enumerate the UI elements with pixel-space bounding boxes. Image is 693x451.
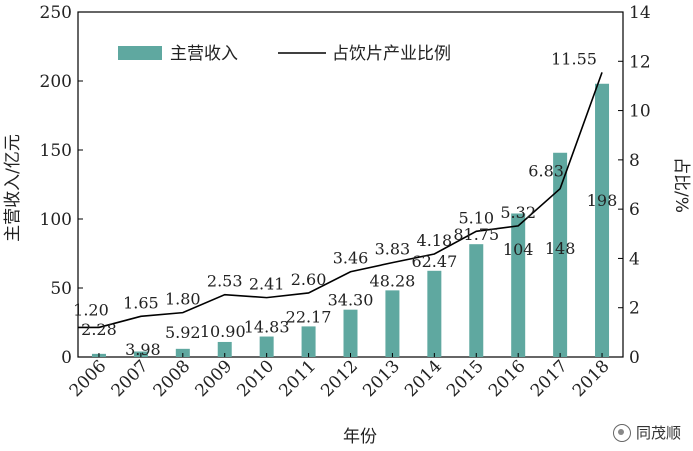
line-value-label: 1.20 [73,300,109,319]
x-tick-label: 2017 [527,356,572,401]
x-tick-label: 2013 [359,356,404,401]
legend-bar-swatch [118,46,162,60]
bar-value-label: 62.47 [411,252,457,271]
line-value-label: 2.60 [291,270,327,289]
y-left-tick-label: 150 [40,141,72,161]
line-path [78,72,603,329]
line-value-label: 11.55 [551,49,597,68]
y-right-tick-label: 4 [629,249,640,269]
bar-value-label: 14.83 [244,318,290,337]
bar-series [91,83,610,357]
x-tick-label: 2009 [192,356,237,401]
line-value-label: 2.53 [207,272,243,291]
x-tick-label: 2006 [66,356,111,401]
line-value-label: 6.83 [528,162,564,181]
legend-bar-label: 主营收入 [170,44,238,64]
y-left-tick-label: 100 [40,210,72,230]
watermark-text: 同茂顺 [635,424,681,442]
bar-value-label: 10.90 [200,322,246,341]
y-left-tick-label: 200 [40,72,72,92]
x-tick-label: 2010 [233,356,278,401]
watermark: 同茂顺 [612,422,681,443]
bar-value-label: 81.75 [453,225,499,244]
data-labels: 2.28 3.985.92 10.9014.8322.1734.3048.2862.… [73,49,617,359]
line-value-label: 3.46 [333,249,369,268]
x-tick-label: 2016 [485,356,530,401]
bar [175,348,190,357]
x-tick-label: 2011 [275,356,320,401]
x-tick-label: 2007 [108,356,153,401]
bar [259,336,274,357]
x-tick-label: 2018 [569,356,614,401]
bar-value-label: 198 [587,191,618,210]
line-value-label: 5.10 [458,208,494,227]
line-value-label: 4.18 [417,231,453,250]
bar [385,290,400,357]
line-series [78,72,603,329]
y-left-tick-label: 50 [50,279,72,299]
bar-value-label: 104 [503,240,534,259]
y-left-tick-label: 250 [40,3,72,23]
line-value-label: 5.32 [500,203,536,222]
bar-value-label: 5.92 [165,323,201,342]
bar-value-label: 22.17 [286,307,332,326]
bar [511,213,526,357]
bar [427,270,442,357]
y-right-tick-label: 10 [629,102,651,122]
y-left-tick-label: 0 [61,348,72,368]
y-right-tick-label: 2 [629,299,640,319]
bar [217,341,232,357]
x-tick-label: 2014 [401,356,446,401]
y-right-tick-label: 8 [629,151,640,171]
legend-line-label: 占饮片产业比例 [332,44,451,64]
bar [595,83,610,357]
bar-value-label: 148 [545,239,576,258]
x-axis-title: 年份 [343,427,377,447]
y-right-tick-label: 0 [629,348,640,368]
bar [553,152,568,357]
bar [301,326,316,357]
x-tick-label: 2008 [150,356,195,401]
line-value-label: 3.83 [375,240,411,259]
x-tick-label: 2015 [443,356,488,401]
y-right-tick-label: 12 [629,52,651,72]
y-right-tick-label: 14 [629,3,651,23]
line-value-label: 2.41 [249,275,285,294]
bar [469,244,484,357]
bar-value-label: 34.30 [328,291,374,310]
bar [343,309,358,357]
bar-value-label: 2.28 [81,320,117,339]
y-axis-right-title: 占比/% [671,157,691,213]
y-axis-left-title: 主营收入/亿元 [3,134,23,242]
x-tick-label: 2012 [317,356,362,401]
line-value-label: 1.80 [165,290,201,309]
line-value-label: 1.65 [123,293,159,312]
bar-value-label: 48.28 [370,271,416,290]
y-right-tick-label: 6 [629,200,640,220]
wechat-icon [612,423,631,442]
bar-value-label: 3.98 [125,340,161,359]
legend: 主营收入 占饮片产业比例 [118,44,451,64]
